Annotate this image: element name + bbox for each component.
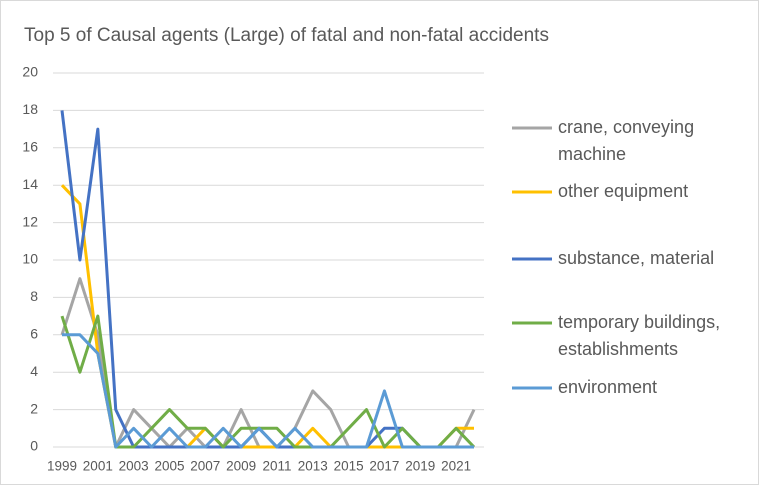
x-tick-label: 1999 <box>47 459 77 474</box>
y-tick-label: 14 <box>22 176 38 192</box>
y-tick-label: 0 <box>30 438 38 454</box>
x-tick-label: 2021 <box>441 459 471 474</box>
y-tick-label: 2 <box>30 400 38 416</box>
x-tick-label: 2001 <box>83 459 113 474</box>
x-tick-label: 2019 <box>405 459 435 474</box>
y-tick-label: 12 <box>22 213 38 229</box>
legend-label: other equipment <box>558 181 689 201</box>
x-tick-label: 2011 <box>262 459 291 474</box>
y-tick-label: 16 <box>22 139 38 155</box>
y-tick-label: 4 <box>30 363 38 379</box>
x-tick-label: 2009 <box>226 459 256 474</box>
series-line <box>62 333 474 449</box>
x-tick-label: 2015 <box>334 459 364 474</box>
x-tick-label: 2003 <box>119 459 149 474</box>
y-tick-label: 10 <box>22 251 38 267</box>
legend-label: crane, conveying machine <box>558 117 695 164</box>
x-tick-label: 2017 <box>369 459 399 474</box>
y-tick-label: 20 <box>22 64 38 80</box>
y-tick-label: 6 <box>30 326 38 342</box>
legend-label: environment <box>558 377 658 397</box>
x-tick-label: 2005 <box>154 459 184 474</box>
chart-title: Top 5 of Causal agents (Large) of fatal … <box>24 25 549 46</box>
x-tick-label: 2013 <box>298 459 328 474</box>
legend-label: substance, material <box>558 248 715 268</box>
x-tick-label: 2007 <box>190 459 220 474</box>
series-line <box>60 314 476 449</box>
legend-label: temporary buildings, establishments <box>558 312 721 359</box>
y-tick-label: 8 <box>30 288 38 304</box>
y-tick-label: 18 <box>22 101 38 117</box>
